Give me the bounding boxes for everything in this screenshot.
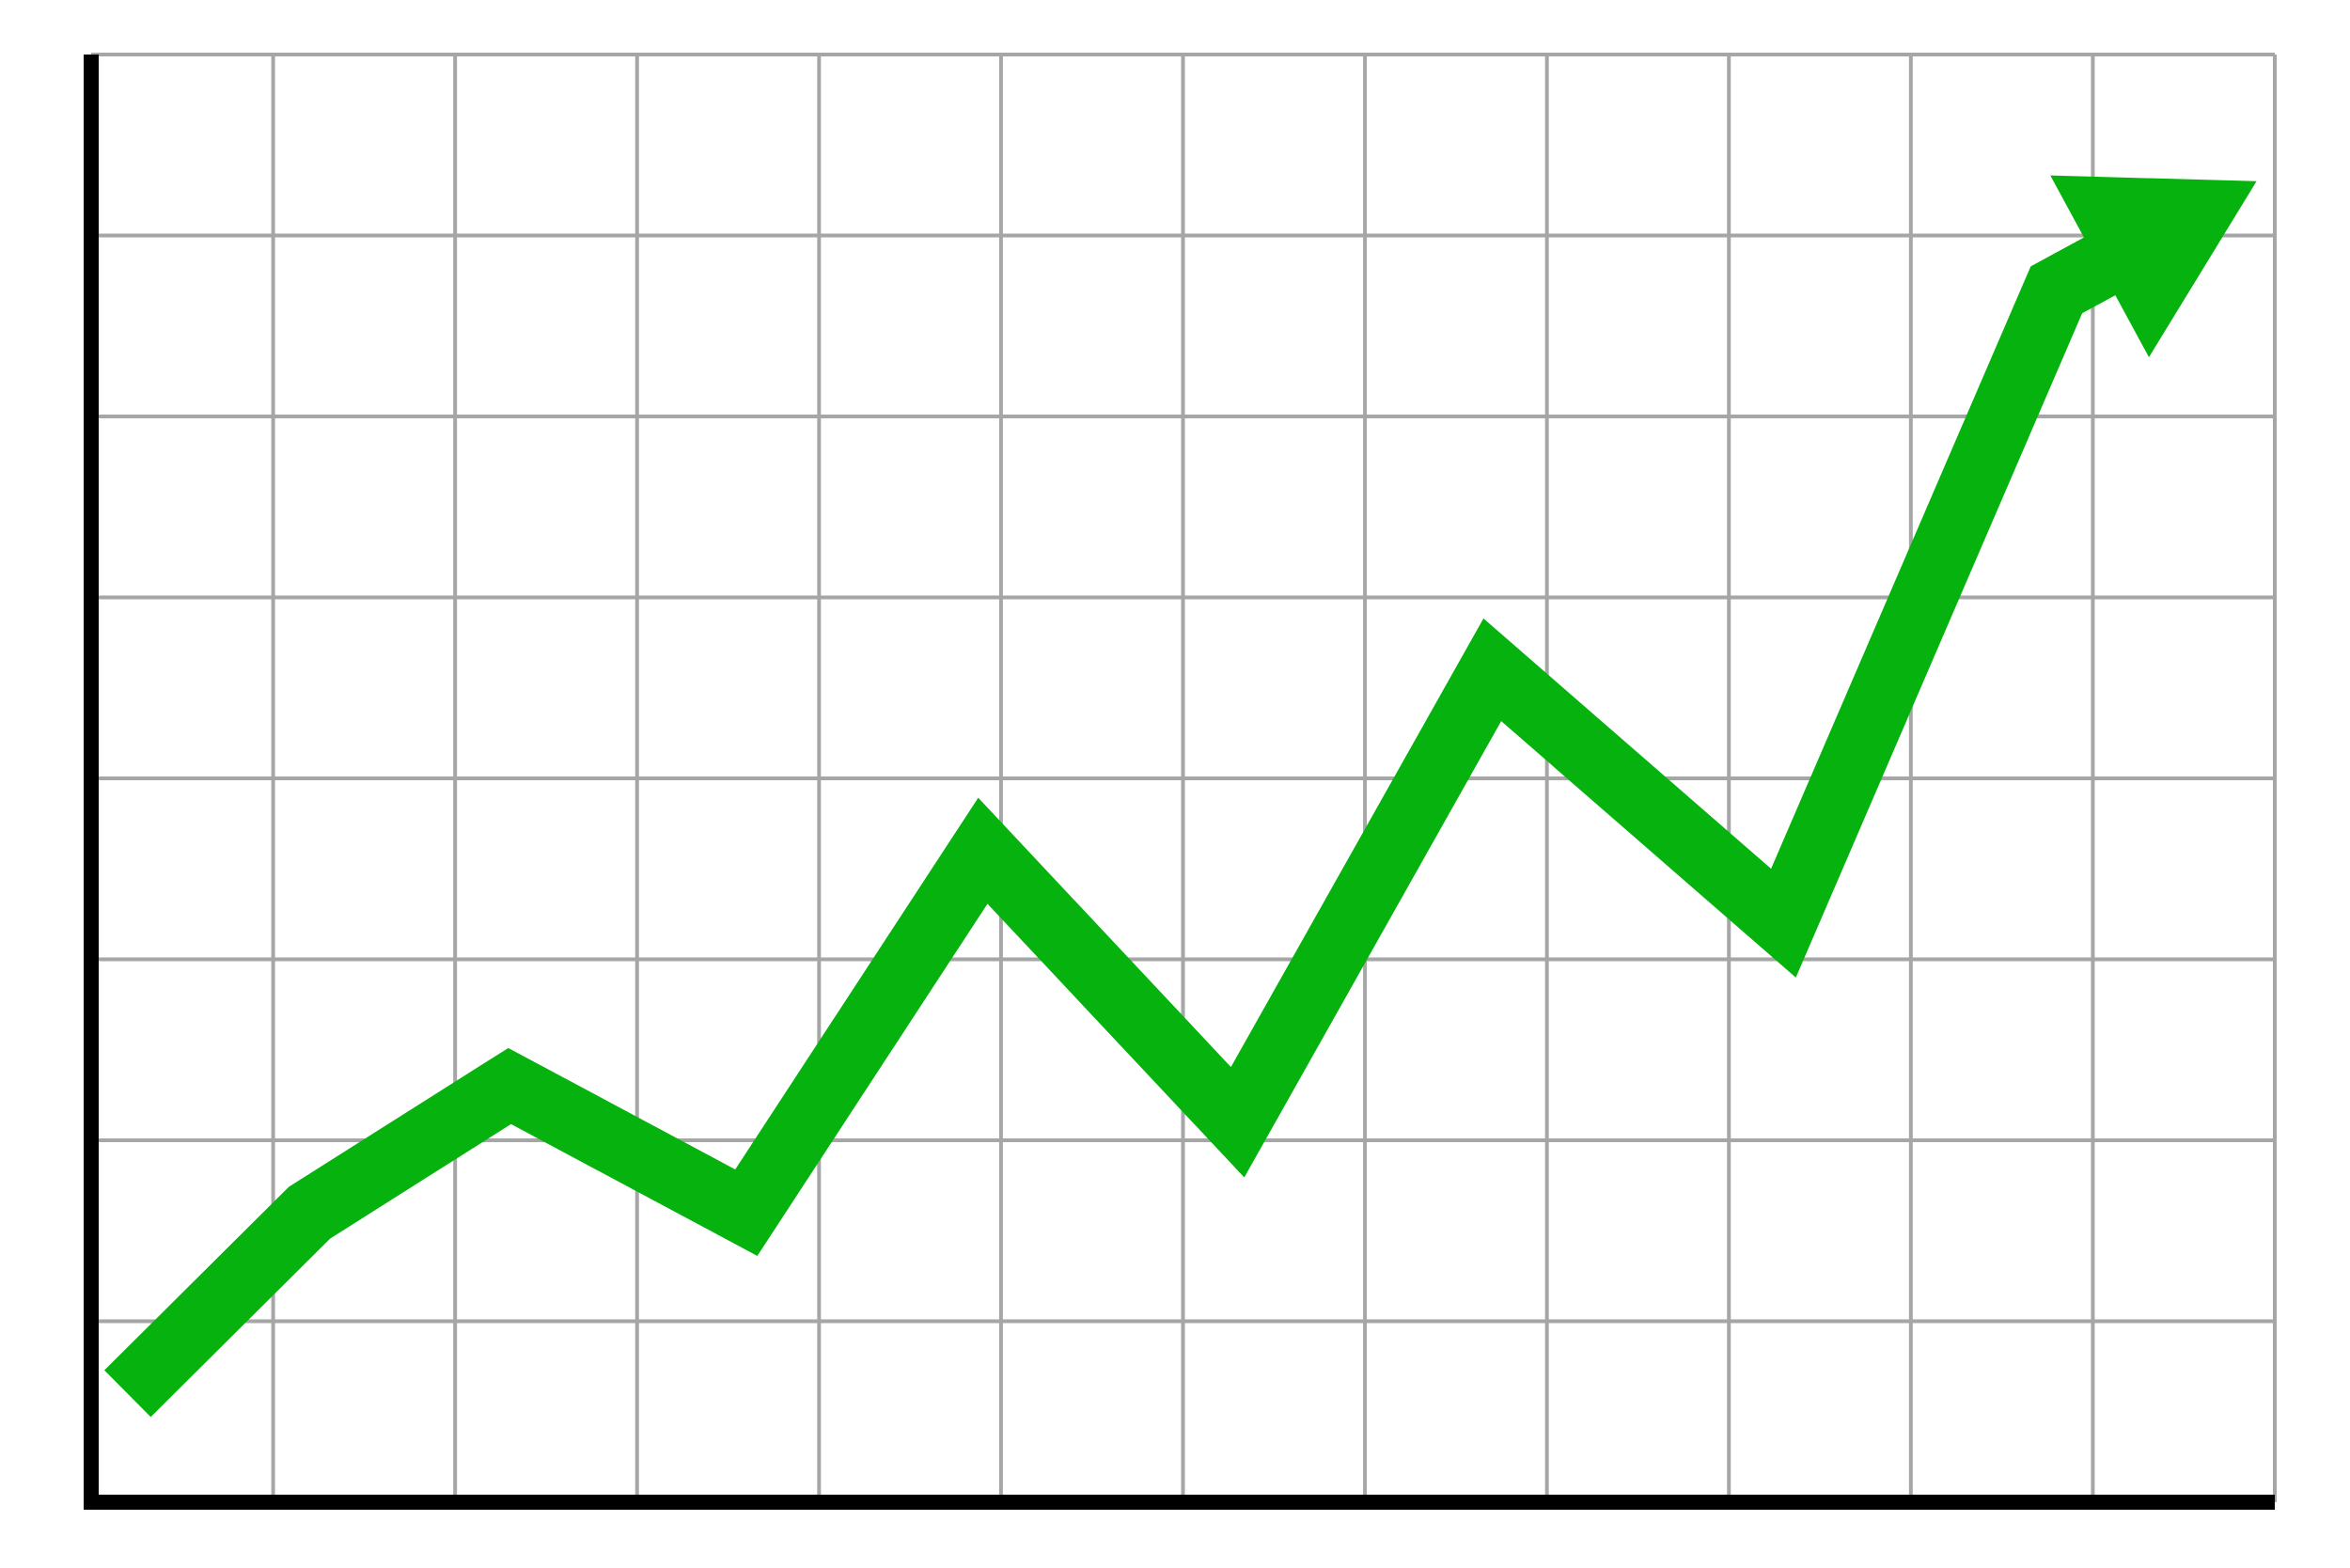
axes xyxy=(84,55,2275,1510)
series-layer xyxy=(104,175,2257,1418)
series-line xyxy=(104,232,2124,1418)
arrow-icon xyxy=(2050,175,2257,357)
